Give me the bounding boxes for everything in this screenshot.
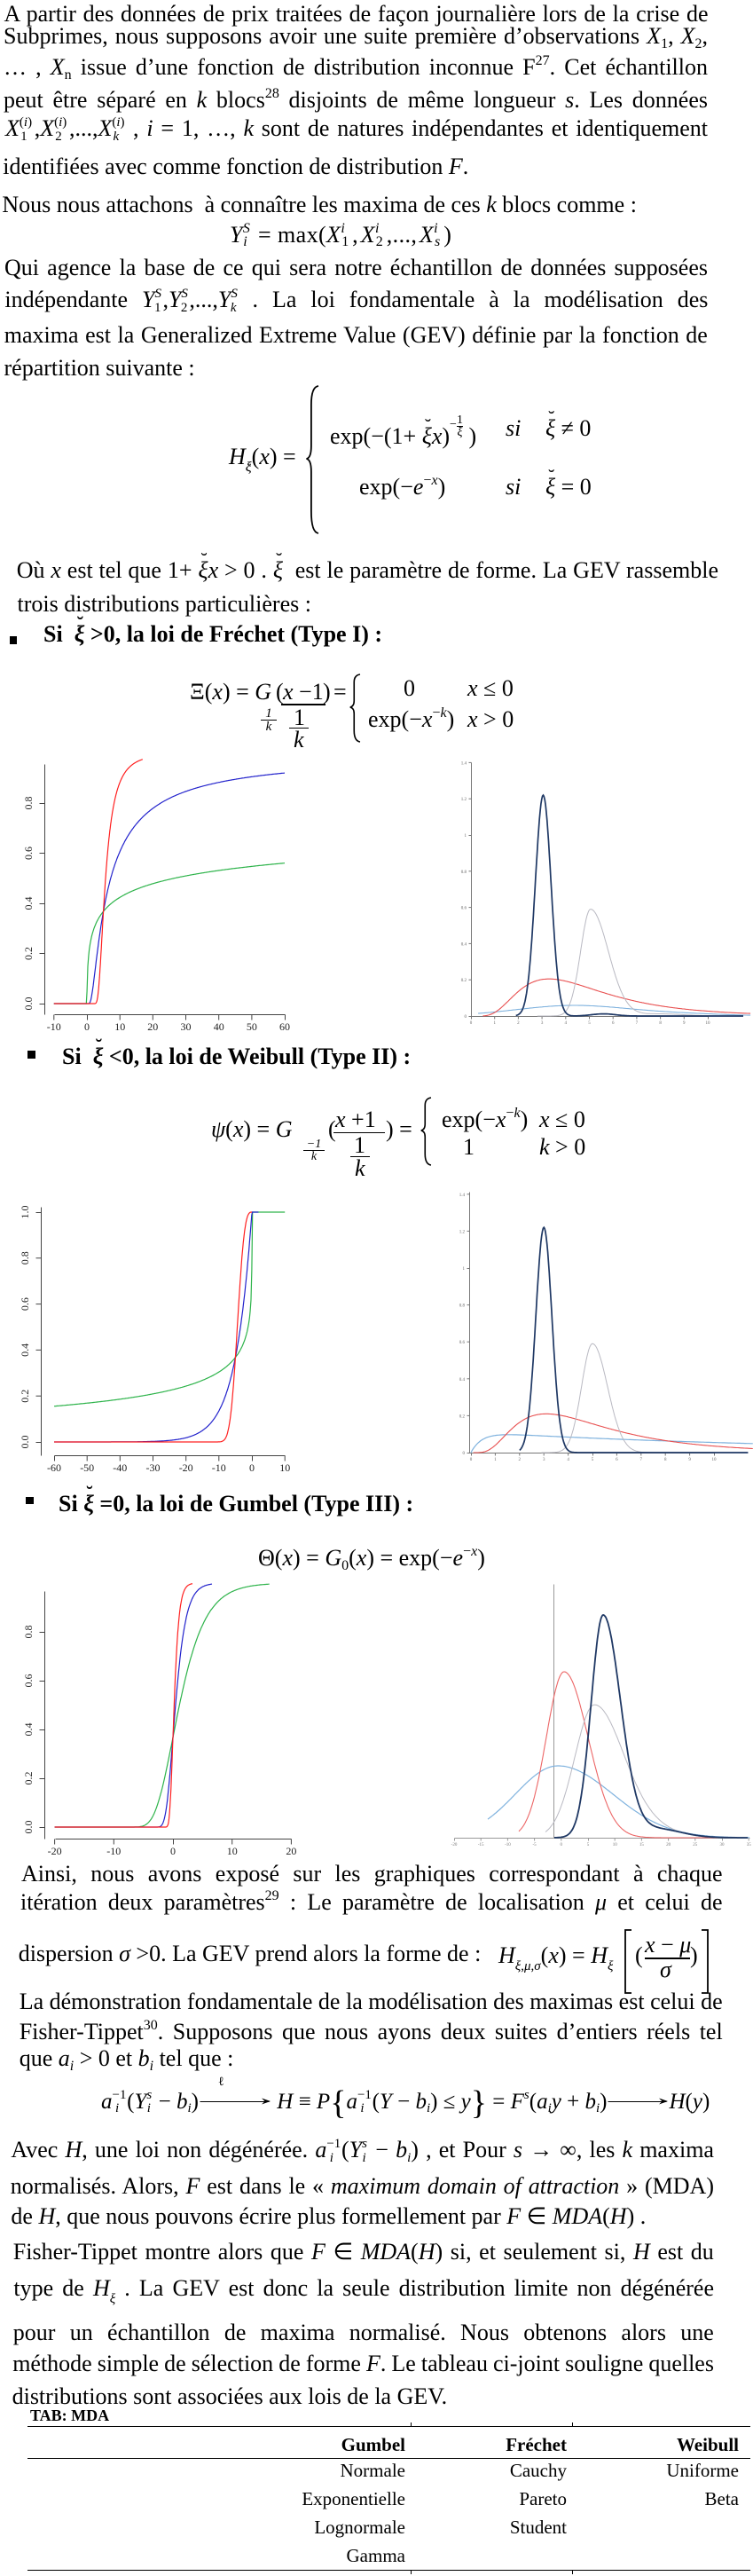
svg-text:0.6: 0.6 [20, 1297, 31, 1311]
svg-text:0.0: 0.0 [22, 997, 35, 1011]
svg-text:6: 6 [612, 1021, 615, 1026]
svg-text:35: 35 [747, 1843, 752, 1847]
svg-text:10: 10 [114, 1020, 125, 1033]
svg-text:7: 7 [636, 1021, 639, 1026]
svg-text:5: 5 [588, 1021, 591, 1026]
svg-text:-20: -20 [451, 1843, 458, 1847]
svg-text:1.4: 1.4 [461, 761, 467, 766]
svg-text:-15: -15 [478, 1843, 484, 1847]
svg-text:1.0: 1.0 [20, 1206, 31, 1219]
svg-text:0: 0 [463, 1452, 466, 1456]
svg-text:0.8: 0.8 [459, 1304, 466, 1309]
svg-text:0.0: 0.0 [20, 1436, 31, 1449]
svg-text:0.4: 0.4 [20, 1343, 31, 1357]
svg-text:10: 10 [613, 1843, 618, 1847]
svg-text:0.4: 0.4 [22, 1723, 35, 1737]
svg-text:8: 8 [664, 1458, 667, 1462]
svg-text:0.6: 0.6 [22, 1674, 35, 1688]
svg-text:20: 20 [666, 1843, 671, 1847]
svg-text:3: 3 [541, 1021, 544, 1026]
svg-text:30: 30 [720, 1843, 726, 1847]
svg-text:1: 1 [493, 1021, 496, 1026]
svg-text:60: 60 [279, 1020, 290, 1033]
svg-text:0.8: 0.8 [22, 1626, 35, 1639]
svg-text:-20: -20 [48, 1845, 62, 1857]
svg-text:15: 15 [639, 1843, 645, 1847]
svg-text:7: 7 [640, 1458, 643, 1462]
svg-text:-10: -10 [212, 1461, 226, 1474]
svg-text:30: 30 [181, 1020, 192, 1033]
svg-text:4: 4 [565, 1021, 568, 1026]
svg-text:0.0: 0.0 [22, 1821, 35, 1834]
svg-text:0.4: 0.4 [22, 897, 35, 910]
svg-text:-50: -50 [80, 1461, 94, 1474]
svg-text:20: 20 [286, 1845, 296, 1857]
svg-text:0.6: 0.6 [22, 847, 35, 860]
svg-text:-10: -10 [106, 1845, 121, 1857]
svg-text:1: 1 [465, 834, 467, 839]
svg-text:0.2: 0.2 [459, 1414, 466, 1419]
svg-text:1: 1 [494, 1458, 497, 1462]
svg-text:-30: -30 [146, 1461, 161, 1474]
svg-text:5: 5 [592, 1458, 594, 1462]
svg-text:0.2: 0.2 [22, 1772, 35, 1785]
svg-text:-5: -5 [533, 1843, 537, 1847]
svg-text:8: 8 [659, 1021, 662, 1026]
svg-text:40: 40 [214, 1020, 224, 1033]
svg-text:5: 5 [587, 1843, 590, 1847]
svg-text:0.2: 0.2 [461, 979, 467, 983]
svg-text:6: 6 [616, 1458, 618, 1462]
svg-text:-20: -20 [179, 1461, 193, 1474]
svg-text:-10: -10 [47, 1020, 61, 1033]
svg-text:50: 50 [247, 1020, 257, 1033]
svg-text:3: 3 [543, 1458, 545, 1462]
svg-text:0.4: 0.4 [461, 942, 467, 947]
svg-text:0.6: 0.6 [461, 907, 467, 911]
svg-text:0: 0 [561, 1843, 563, 1847]
svg-text:0.8: 0.8 [20, 1251, 31, 1264]
svg-text:0: 0 [249, 1461, 255, 1474]
svg-text:0: 0 [465, 1015, 467, 1020]
svg-text:10: 10 [706, 1021, 711, 1026]
svg-text:10: 10 [279, 1461, 290, 1474]
svg-text:0.4: 0.4 [459, 1378, 466, 1383]
svg-text:0.8: 0.8 [461, 870, 467, 875]
svg-text:20: 20 [147, 1020, 158, 1033]
svg-text:-40: -40 [113, 1461, 127, 1474]
svg-text:0.2: 0.2 [22, 947, 35, 960]
svg-text:4: 4 [567, 1458, 569, 1462]
svg-text:0: 0 [170, 1845, 176, 1857]
svg-text:2: 2 [517, 1021, 520, 1026]
svg-text:1.2: 1.2 [459, 1230, 466, 1234]
svg-text:0.6: 0.6 [459, 1341, 466, 1345]
svg-text:-60: -60 [47, 1461, 61, 1474]
svg-text:0.2: 0.2 [20, 1390, 31, 1403]
svg-text:2: 2 [519, 1458, 522, 1462]
svg-text:1.2: 1.2 [461, 798, 467, 802]
svg-text:0.8: 0.8 [22, 797, 35, 810]
svg-text:1.4: 1.4 [459, 1193, 466, 1198]
svg-text:1: 1 [463, 1267, 466, 1272]
svg-text:10: 10 [227, 1845, 238, 1857]
svg-text:9: 9 [688, 1458, 691, 1462]
svg-text:0: 0 [470, 1458, 473, 1462]
svg-text:-10: -10 [505, 1843, 511, 1847]
svg-text:0: 0 [84, 1020, 90, 1033]
svg-text:10: 10 [712, 1458, 718, 1462]
svg-text:25: 25 [693, 1843, 698, 1847]
svg-text:9: 9 [683, 1021, 686, 1026]
svg-text:0: 0 [470, 1021, 473, 1026]
